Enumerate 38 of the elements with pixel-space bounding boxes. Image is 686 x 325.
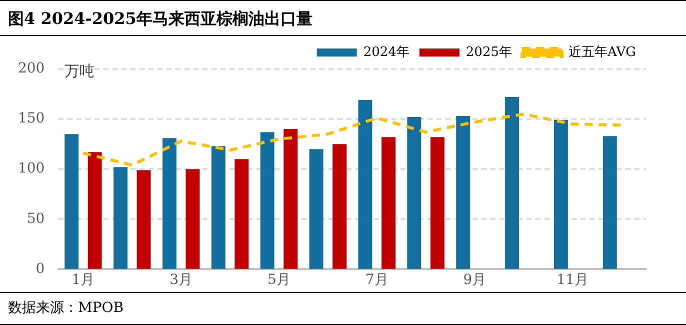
bar <box>284 129 298 269</box>
y-tick-label: 100 <box>18 160 45 177</box>
bar <box>358 100 372 269</box>
line-series <box>82 112 624 167</box>
bar <box>456 116 470 269</box>
x-tick-label: 5月 <box>267 272 290 288</box>
legend-label: 近五年AVG <box>568 44 636 60</box>
bar <box>602 136 617 269</box>
bar <box>162 138 176 269</box>
bar <box>64 134 79 269</box>
legend-label: 2024年 <box>363 44 410 60</box>
legend-label: 2025年 <box>466 44 512 60</box>
bar <box>114 167 128 269</box>
x-tick-label: 7月 <box>365 272 388 288</box>
x-tick-label: 1月 <box>72 272 95 288</box>
x-tick-label: 3月 <box>170 272 193 288</box>
y-tick-label: 0 <box>36 260 45 277</box>
bar <box>211 146 226 269</box>
bar <box>407 117 422 269</box>
bar <box>332 144 346 269</box>
bar <box>136 170 151 269</box>
bar <box>554 120 568 269</box>
bar <box>88 152 102 269</box>
y-tick-label: 150 <box>18 110 45 127</box>
y-tick-label: 50 <box>26 210 45 227</box>
bar <box>430 137 444 269</box>
x-tick-label: 11月 <box>556 272 589 288</box>
bar <box>186 169 200 269</box>
bar <box>309 149 324 269</box>
y-axis-title: 万吨 <box>64 62 95 80</box>
bar <box>381 137 396 269</box>
bar <box>505 97 519 269</box>
x-tick-label: 9月 <box>463 272 486 288</box>
bar <box>260 132 274 269</box>
bar <box>234 159 249 269</box>
chart-title: 图4 2024-2025年马来西亚棕榈油出口量 <box>0 0 686 36</box>
y-tick-label: 200 <box>18 60 45 77</box>
source-note: 数据来源：MPOB <box>8 300 124 316</box>
